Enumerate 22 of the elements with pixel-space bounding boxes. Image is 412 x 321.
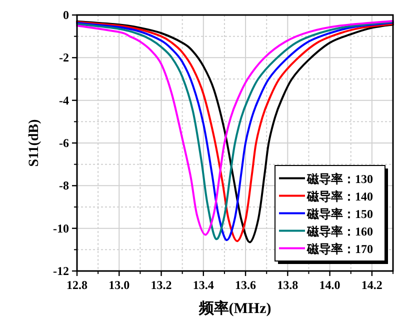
y-tick-label: -8: [59, 178, 69, 193]
x-axis-title: 频率(MHz): [198, 299, 272, 317]
y-tick-label: -10: [53, 221, 69, 236]
x-tick-label: 14.2: [361, 278, 382, 292]
y-tick-label: -6: [59, 136, 69, 150]
y-axis-title: S11(dB): [27, 118, 42, 167]
x-tick-label: 13.8: [277, 278, 298, 292]
legend-label: 磁导率：140: [306, 189, 373, 204]
y-tick-label: 0: [63, 8, 69, 22]
x-tick-label: 13.4: [192, 278, 214, 292]
x-tick-label: 13.2: [150, 278, 172, 292]
x-tick-label: 13.6: [235, 278, 256, 292]
x-tick-label: 14.0: [319, 278, 340, 292]
y-tick-label: -2: [59, 50, 69, 65]
legend-label: 磁导率：130: [306, 172, 373, 186]
legend-label: 磁导率：160: [306, 224, 373, 238]
legend-label: 磁导率：150: [306, 206, 373, 221]
y-tick-label: -4: [59, 93, 69, 108]
x-tick-label: 12.8: [66, 278, 88, 292]
x-tick-label: 13.0: [108, 278, 130, 292]
legend-label: 磁导率：170: [306, 242, 373, 256]
y-tick-label: -12: [53, 264, 69, 278]
